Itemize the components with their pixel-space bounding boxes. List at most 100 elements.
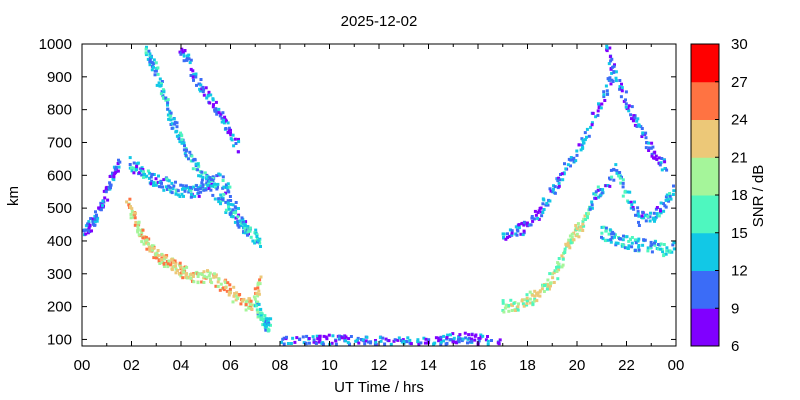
echo-pixel <box>190 272 193 276</box>
echo-pixel <box>541 202 545 206</box>
echo-pixel <box>269 317 273 321</box>
echo-pixel <box>585 135 588 139</box>
echo-pixel <box>179 274 183 278</box>
echo-pixel <box>612 168 616 172</box>
echo-pixel <box>605 49 609 53</box>
echo-pixel <box>172 184 176 188</box>
echo-pixel <box>180 141 184 145</box>
echo-pixel <box>664 195 668 199</box>
echo-pixel <box>565 243 569 247</box>
echo-pixel <box>338 334 341 338</box>
echo-pixel <box>650 152 654 156</box>
echo-pixel <box>185 58 189 62</box>
echo-pixel <box>537 209 541 213</box>
echo-pixel <box>170 126 174 130</box>
echo-pixel <box>152 65 155 69</box>
echo-pixel <box>427 338 431 342</box>
echo-pixel <box>282 336 286 340</box>
echo-pixel <box>381 336 385 340</box>
echo-pixel <box>552 271 556 275</box>
echo-pixel <box>128 156 132 160</box>
echo-pixel <box>169 118 173 122</box>
echo-pixel <box>104 190 108 194</box>
echo-pixel <box>182 59 186 63</box>
echo-pixel <box>556 179 560 183</box>
echo-pixel <box>662 209 666 213</box>
echo-pixel <box>133 166 136 170</box>
echo-pixel <box>479 333 483 337</box>
echo-pixel <box>655 206 659 209</box>
echo-pixel <box>226 202 230 206</box>
echo-pixel <box>164 96 168 100</box>
echo-pixel <box>618 176 622 180</box>
echo-pixel <box>218 288 222 292</box>
echo-pixel <box>644 131 648 135</box>
echo-pixel <box>522 229 526 233</box>
echo-pixel <box>507 309 511 313</box>
echo-pixel <box>503 306 507 310</box>
echo-pixel <box>187 186 190 190</box>
echo-pixel <box>254 228 258 232</box>
echo-pixel <box>660 157 664 160</box>
echo-pixel <box>212 103 215 107</box>
echo-pixel <box>196 186 200 190</box>
echo-pixel <box>599 106 603 110</box>
echo-pixel <box>181 276 185 280</box>
echo-pixel <box>632 114 636 118</box>
echo-pixel <box>626 106 630 110</box>
echo-pixel <box>168 185 172 189</box>
echo-pixel <box>132 211 136 215</box>
echo-pixel <box>307 341 311 345</box>
echo-pixel <box>157 174 160 178</box>
echo-pixel <box>614 76 618 80</box>
echo-pixel <box>143 239 147 243</box>
echo-pixel <box>630 203 634 207</box>
echo-pixel <box>90 229 93 233</box>
echo-pixel <box>557 181 561 185</box>
echo-pixel <box>170 122 174 126</box>
echo-pixel <box>434 336 438 340</box>
echo-pixel <box>107 186 111 189</box>
echo-pixel <box>653 150 657 154</box>
echo-pixel <box>166 98 170 102</box>
echo-pixel <box>180 138 184 142</box>
echo-pixel <box>140 173 144 177</box>
echo-pixel <box>166 265 170 269</box>
echo-pixel <box>432 342 436 346</box>
echo-pixel <box>237 225 241 229</box>
echo-pixel <box>302 341 306 345</box>
echo-pixel <box>596 188 600 192</box>
echo-pixel <box>180 134 184 138</box>
echo-pixel <box>609 168 613 172</box>
echo-pixel <box>506 232 509 236</box>
echo-pixel <box>305 334 309 338</box>
echo-pixel <box>191 167 195 171</box>
echo-pixel <box>356 336 360 340</box>
echo-pixel <box>529 223 533 227</box>
colorbar-block <box>691 157 719 196</box>
echo-pixel <box>133 216 137 220</box>
echo-pixel <box>259 275 263 279</box>
colorbar-tick-label: 24 <box>731 112 748 129</box>
echo-pixel <box>520 299 524 303</box>
echo-pixel <box>227 126 231 130</box>
plot-area <box>81 43 677 347</box>
echo-pixel <box>525 302 529 305</box>
echo-pixel <box>584 218 587 221</box>
echo-pixel <box>226 281 230 285</box>
echo-pixel <box>215 112 219 116</box>
y-tick-label: 900 <box>47 69 72 86</box>
echo-pixel <box>442 334 446 338</box>
echo-pixel <box>155 181 158 185</box>
echo-trace <box>605 44 669 172</box>
echo-pixel <box>626 190 630 194</box>
echo-pixel <box>647 149 651 152</box>
echo-pixel <box>192 78 195 82</box>
echo-pixel <box>477 339 481 343</box>
echo-pixel <box>521 302 525 306</box>
echo-pixel <box>249 235 253 239</box>
echo-pixel <box>627 239 631 243</box>
echo-pixel <box>240 216 244 220</box>
echo-pixel <box>600 191 604 195</box>
echo-pixel <box>231 203 235 207</box>
